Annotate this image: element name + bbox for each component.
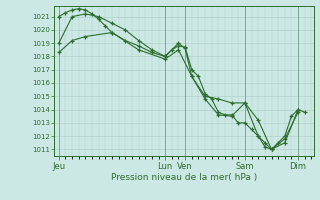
X-axis label: Pression niveau de la mer( hPa ): Pression niveau de la mer( hPa ) (111, 173, 257, 182)
